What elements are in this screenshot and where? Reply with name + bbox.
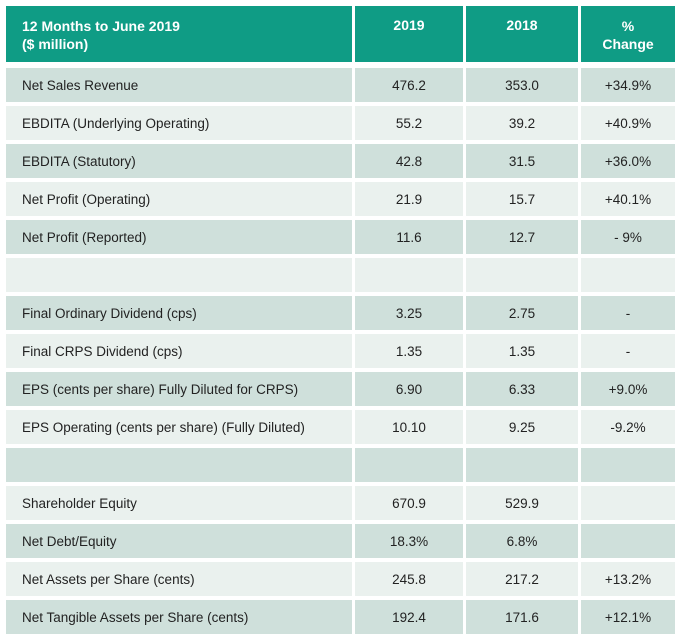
row-label: Final CRPS Dividend (cps) <box>6 334 352 368</box>
row-label: Shareholder Equity <box>6 486 352 520</box>
row-label <box>6 448 352 482</box>
row-label: EPS (cents per share) Fully Diluted for … <box>6 372 352 406</box>
value-2018 <box>466 258 578 292</box>
value-2018: 6.33 <box>466 372 578 406</box>
header-period-cell: 12 Months to June 2019 ($ million) <box>6 6 352 62</box>
percent-change: +13.2% <box>581 562 675 596</box>
percent-change: +40.1% <box>581 182 675 216</box>
header-2018: 2018 <box>466 6 578 62</box>
table-row: Net Assets per Share (cents) 245.8 217.2 +1… <box>6 562 675 596</box>
value-2018: 31.5 <box>466 144 578 178</box>
row-label: Net Debt/Equity <box>6 524 352 558</box>
value-2018: 39.2 <box>466 106 578 140</box>
table-row: Net Tangible Assets per Share (cents) 192… <box>6 600 675 634</box>
value-2019: 192.4 <box>355 600 463 634</box>
value-2018: 12.7 <box>466 220 578 254</box>
table-row: Final CRPS Dividend (cps) 1.35 1.35- <box>6 334 675 368</box>
row-label: EBDITA (Statutory) <box>6 144 352 178</box>
table-row: EBDITA (Statutory) 42.8 31.5 +36.0% <box>6 144 675 178</box>
value-2018: 217.2 <box>466 562 578 596</box>
percent-change: +40.9% <box>581 106 675 140</box>
value-2019: 3.25 <box>355 296 463 330</box>
percent-change: - 9% <box>581 220 675 254</box>
value-2018: 171.6 <box>466 600 578 634</box>
percent-change <box>581 448 675 482</box>
table-row: Shareholder Equity 670.9 529.9 <box>6 486 675 520</box>
percent-change: - <box>581 334 675 368</box>
value-2018: 15.7 <box>466 182 578 216</box>
row-label: Net Assets per Share (cents) <box>6 562 352 596</box>
percent-change: +9.0% <box>581 372 675 406</box>
table-row <box>6 448 675 482</box>
table-body: Net Sales Revenue 476.2 353.0 +34.9% EBDITA … <box>6 68 675 634</box>
table-row: Net Profit (Operating) 21.9 15.7 +40.1% <box>6 182 675 216</box>
value-2019: 42.8 <box>355 144 463 178</box>
row-label: Net Sales Revenue <box>6 68 352 102</box>
table-row: Net Sales Revenue 476.2 353.0 +34.9% <box>6 68 675 102</box>
header-change-label: Change <box>602 36 654 52</box>
value-2019: 245.8 <box>355 562 463 596</box>
row-label: Net Profit (Reported) <box>6 220 352 254</box>
table-row: Final Ordinary Dividend (cps) 3.25 2.75- <box>6 296 675 330</box>
table-row: EBDITA (Underlying Operating) 55.2 39.2 +40… <box>6 106 675 140</box>
percent-change <box>581 524 675 558</box>
value-2019: 11.6 <box>355 220 463 254</box>
value-2019: 1.35 <box>355 334 463 368</box>
value-2019: 6.90 <box>355 372 463 406</box>
value-2018: 6.8% <box>466 524 578 558</box>
row-label: EPS Operating (cents per share) (Fully D… <box>6 410 352 444</box>
value-2019 <box>355 258 463 292</box>
table-row: Net Debt/Equity 18.3% 6.8% <box>6 524 675 558</box>
percent-change: -9.2% <box>581 410 675 444</box>
percent-change <box>581 258 675 292</box>
value-2019: 21.9 <box>355 182 463 216</box>
percent-change <box>581 486 675 520</box>
value-2018: 353.0 <box>466 68 578 102</box>
percent-change: +12.1% <box>581 600 675 634</box>
header-change-symbol: % <box>621 18 635 34</box>
header-period-title: 12 Months to June 2019 <box>22 18 180 34</box>
table-row: EPS (cents per share) Fully Diluted for … <box>6 372 675 406</box>
row-label: EBDITA (Underlying Operating) <box>6 106 352 140</box>
value-2019: 476.2 <box>355 68 463 102</box>
header-2019: 2019 <box>355 6 463 62</box>
percent-change: +34.9% <box>581 68 675 102</box>
value-2019: 18.3% <box>355 524 463 558</box>
table-header-row: 12 Months to June 2019 ($ million) 2019 … <box>6 6 675 62</box>
value-2019 <box>355 448 463 482</box>
row-label: Net Tangible Assets per Share (cents) <box>6 600 352 634</box>
header-period-unit: ($ million) <box>22 36 89 52</box>
value-2019: 10.10 <box>355 410 463 444</box>
value-2018: 529.9 <box>466 486 578 520</box>
table-row: Net Profit (Reported) 11.6 12.7- 9% <box>6 220 675 254</box>
row-label: Final Ordinary Dividend (cps) <box>6 296 352 330</box>
row-label <box>6 258 352 292</box>
value-2019: 55.2 <box>355 106 463 140</box>
value-2018 <box>466 448 578 482</box>
value-2018: 2.75 <box>466 296 578 330</box>
row-label: Net Profit (Operating) <box>6 182 352 216</box>
financial-summary-table: 12 Months to June 2019 ($ million) 2019 … <box>6 6 675 638</box>
table-row: EPS Operating (cents per share) (Fully D… <box>6 410 675 444</box>
header-change-cell: % Change <box>581 6 675 62</box>
value-2018: 9.25 <box>466 410 578 444</box>
percent-change: - <box>581 296 675 330</box>
percent-change: +36.0% <box>581 144 675 178</box>
value-2019: 670.9 <box>355 486 463 520</box>
table-row <box>6 258 675 292</box>
value-2018: 1.35 <box>466 334 578 368</box>
